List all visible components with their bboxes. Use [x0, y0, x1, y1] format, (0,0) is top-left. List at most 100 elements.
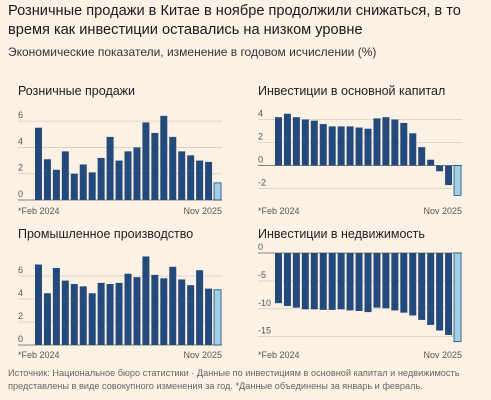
- y-tick-label: 2: [18, 311, 23, 321]
- y-tick-label: -2: [258, 178, 266, 188]
- bar: [187, 155, 195, 200]
- bar: [319, 253, 327, 310]
- bar: [328, 126, 336, 166]
- y-tick-label: 0: [258, 242, 263, 252]
- bar: [142, 122, 150, 200]
- bar: [196, 160, 204, 200]
- bar: [418, 253, 426, 320]
- bar: [151, 274, 159, 345]
- y-tick-label: -5: [258, 270, 266, 280]
- bar: [274, 253, 282, 304]
- bar: [391, 253, 399, 311]
- bar: [70, 173, 78, 200]
- page-subtitle: Экономические показатели, изменение в го…: [8, 45, 377, 59]
- x-end-label: Nov 2025: [183, 206, 222, 216]
- bar: [409, 133, 417, 166]
- bar: [301, 253, 309, 310]
- bar-latest: [213, 289, 222, 346]
- bar: [196, 270, 204, 345]
- y-tick-label: 4: [258, 109, 263, 119]
- bar: [79, 164, 87, 200]
- bar: [142, 256, 150, 345]
- bar: [337, 253, 345, 310]
- y-tick-label: -10: [258, 298, 271, 308]
- bar: [160, 278, 168, 345]
- x-start-label: *Feb 2024: [258, 350, 300, 360]
- chart-title: Инвестиции в основной капитал: [258, 84, 445, 98]
- bar: [409, 253, 417, 316]
- bar: [283, 253, 291, 306]
- bar: [34, 127, 42, 200]
- bars: [34, 256, 222, 346]
- bar: [115, 160, 123, 200]
- bar: [160, 115, 168, 200]
- y-tick-label: 4: [18, 136, 23, 146]
- bar: [187, 285, 195, 345]
- bar-latest: [213, 182, 222, 201]
- bar: [373, 253, 381, 308]
- bar: [346, 126, 354, 166]
- y-tick-label: 4: [18, 288, 23, 298]
- source-note: Источник: Национальное бюро статистики ·…: [8, 368, 460, 391]
- bar: [310, 253, 318, 310]
- bar: [124, 151, 132, 200]
- bar: [106, 136, 114, 200]
- y-tick-labels: 0 2 4 6: [18, 265, 23, 344]
- bar: [79, 286, 87, 345]
- bar: [418, 147, 426, 166]
- y-tick-labels: -15 -10 -5 0: [258, 242, 271, 336]
- chart-fixed-investment: Инвестиции в основной капитал -2 0 2 4 *Feb…: [258, 84, 462, 216]
- bar: [169, 266, 177, 345]
- bar: [364, 253, 372, 313]
- bar: [436, 253, 444, 331]
- bar: [97, 282, 105, 345]
- bar: [328, 253, 336, 310]
- bar: [124, 273, 132, 345]
- y-tick-label: 0: [18, 334, 23, 344]
- bar: [43, 159, 51, 200]
- bar: [133, 277, 141, 345]
- bar: [346, 253, 354, 311]
- x-start-label: *Feb 2024: [18, 206, 60, 216]
- bar: [427, 253, 435, 325]
- bar: [292, 117, 300, 166]
- bar: [88, 172, 96, 200]
- bar: [382, 117, 390, 166]
- bar: [43, 293, 51, 345]
- y-tick-label: 2: [18, 163, 23, 173]
- bar-latest: [453, 165, 462, 196]
- bar: [205, 288, 213, 345]
- x-start-label: *Feb 2024: [18, 350, 60, 360]
- bar-latest: [453, 252, 462, 343]
- bar: [34, 264, 42, 345]
- y-tick-label: -15: [258, 326, 271, 336]
- bar: [178, 279, 186, 345]
- bar: [373, 118, 381, 166]
- bar: [355, 253, 363, 311]
- bar: [151, 132, 159, 200]
- bar: [169, 136, 177, 200]
- bar: [337, 126, 345, 166]
- bars: [34, 115, 222, 201]
- bar: [52, 267, 60, 345]
- bar: [106, 284, 114, 345]
- y-tick-label: 0: [258, 155, 263, 165]
- bar: [88, 293, 96, 345]
- bar: [445, 253, 453, 335]
- bar: [52, 169, 60, 200]
- bar: [70, 284, 78, 345]
- bar: [292, 253, 300, 308]
- bar: [61, 280, 69, 345]
- y-tick-label: 6: [18, 265, 23, 275]
- x-end-label: Nov 2025: [183, 350, 222, 360]
- bar: [61, 151, 69, 200]
- x-end-label: Nov 2025: [423, 206, 462, 216]
- chart-title: Промышленное производство: [18, 227, 193, 241]
- chart-retail-sales: Розничные продажи 0 2 4 6 *Feb 2024 Nov 202…: [18, 84, 222, 216]
- bar: [319, 124, 327, 166]
- bar: [355, 127, 363, 166]
- bar: [115, 282, 123, 345]
- bar: [274, 117, 282, 166]
- x-end-label: Nov 2025: [423, 350, 462, 360]
- bars: [274, 113, 462, 196]
